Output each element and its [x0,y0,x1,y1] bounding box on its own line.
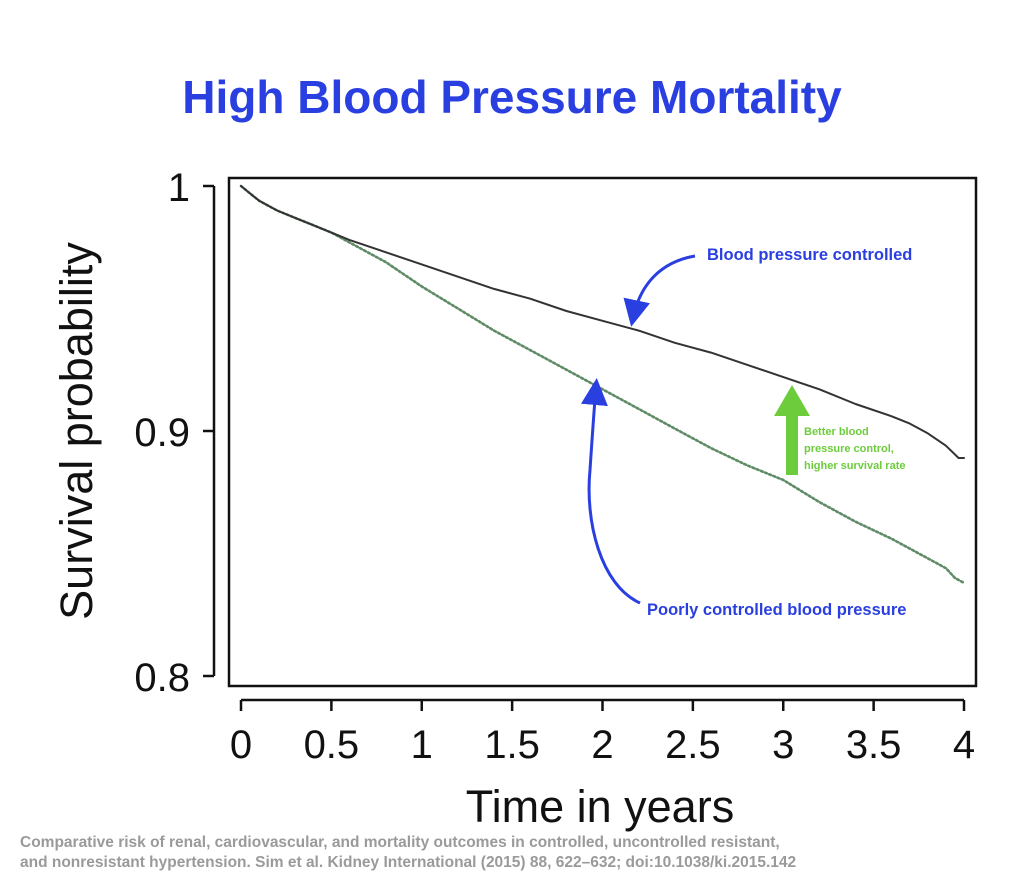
citation: Comparative risk of renal, cardiovascula… [20,833,1015,873]
y-axis [203,184,216,678]
y-axis-label: Survival probability [51,242,102,620]
x-tick-label: 2.5 [665,723,721,767]
survival-gap-annotation-line-1: Better blood [804,426,869,438]
x-tick-label: 3.5 [846,723,902,767]
x-tick-label: 1.5 [484,723,540,767]
chart-title: High Blood Pressure Mortality [182,71,842,123]
x-tick-label: 3 [772,723,794,767]
controlled-annotation: Blood pressure controlled [707,246,912,264]
x-tick-label: 0.5 [304,723,360,767]
x-tick-label: 2 [591,723,613,767]
x-tick-label: 0 [230,723,252,767]
poorly-controlled-annotation: Poorly controlled blood pressure [647,601,906,619]
poorly-controlled-callout-arrow [580,378,641,605]
x-axis-label: Time in years [466,781,734,832]
survival-gap-annotation-line-3: higher survival rate [804,460,906,472]
controlled-callout-arrow [623,254,696,327]
plot-frame [227,176,978,688]
x-tick-label: 1 [411,723,433,767]
y-tick-label: 0.9 [134,411,190,455]
citation-line-1: Comparative risk of renal, cardiovascula… [20,834,780,851]
survival-gap-annotation: Better blood pressure control, higher su… [804,426,906,472]
y-tick-label: 0.8 [134,656,190,700]
x-axis [239,698,966,711]
survival-gap-annotation-line-2: pressure control, [804,443,894,455]
series-line-blood-pressure-controlled [240,185,965,459]
x-tick-label: 4 [953,723,975,767]
survival-gap-arrow-icon [774,385,810,475]
y-tick-label: 1 [168,166,190,210]
citation-line-2: and nonresistant hypertension. Sim et al… [20,854,797,871]
